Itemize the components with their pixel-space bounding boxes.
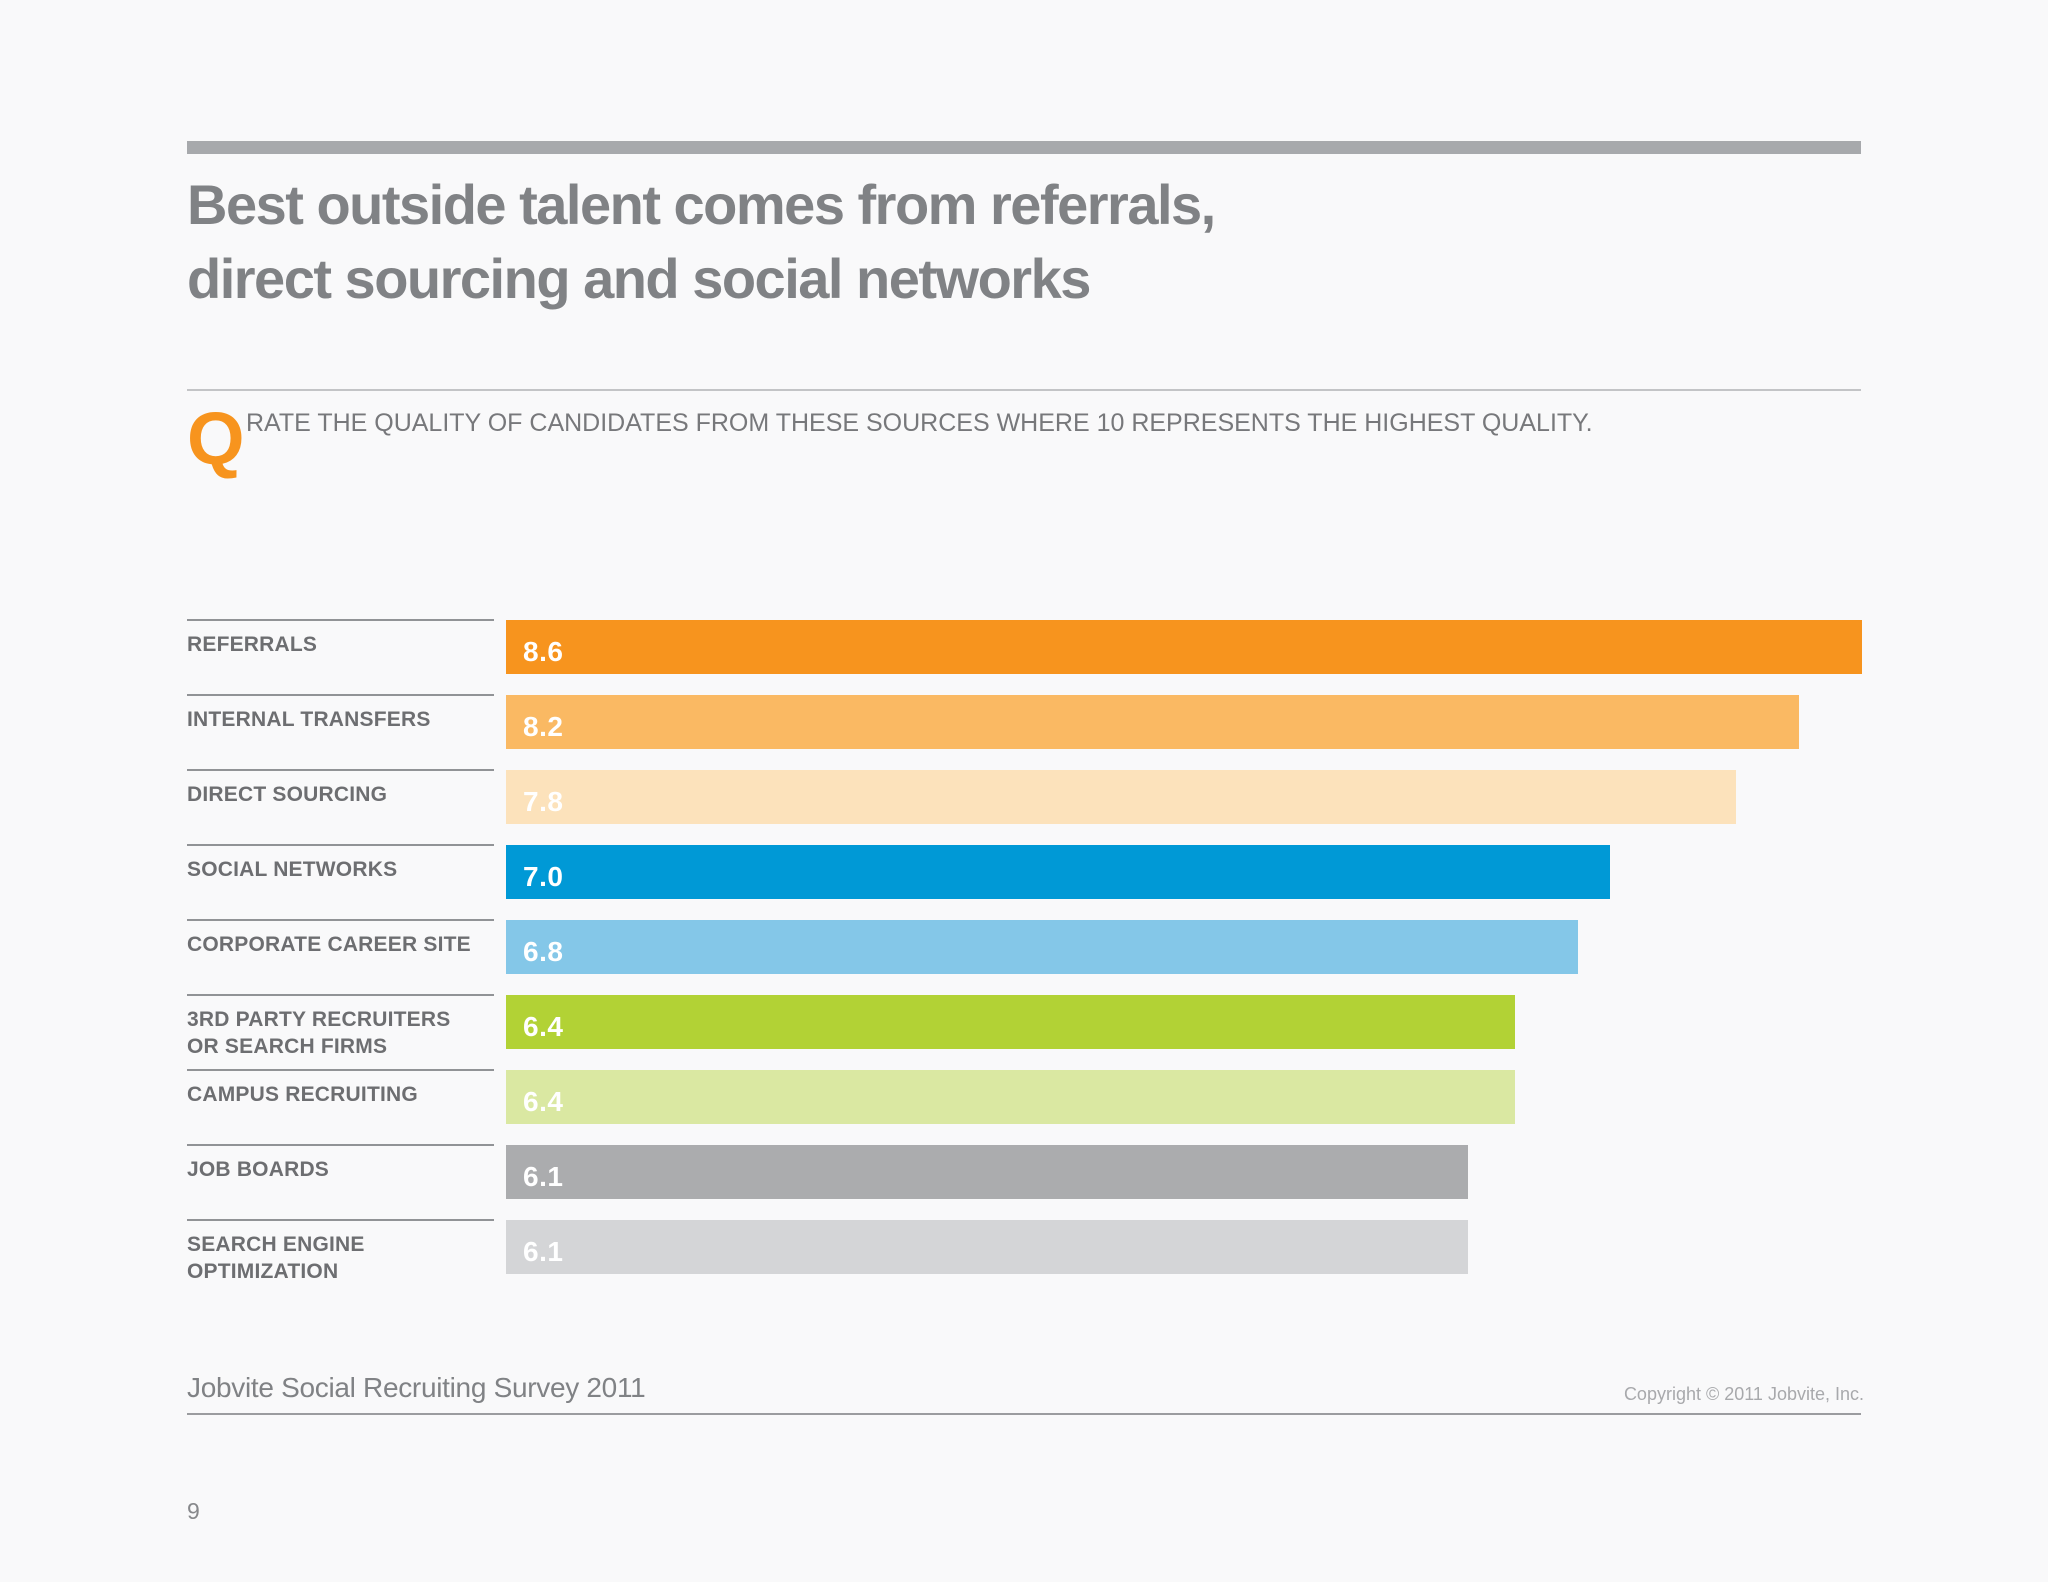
category-label: INTERNAL TRANSFERS [187, 708, 431, 731]
row-separator-line [187, 994, 494, 996]
category-label: CAMPUS RECRUITING [187, 1083, 418, 1106]
value-bar: 6.1 [506, 1145, 1468, 1199]
footer-copyright-text: Copyright © 2011 Jobvite, Inc. [1623, 1384, 1864, 1404]
category-label: 3RD PARTY RECRUITERS OR SEARCH FIRMS [187, 1008, 451, 1058]
category-label: REFERRALS [187, 633, 318, 656]
row-separator-line [187, 844, 494, 846]
footer-divider-line [187, 1413, 1861, 1415]
row-separator-line [187, 619, 494, 621]
bar-value-label: 6.1 [523, 1236, 564, 1267]
chart-row: CAMPUS RECRUITING 6.4 [187, 1069, 1861, 1144]
page-number: 9 [187, 1498, 200, 1524]
page-title: Best outside talent comes from referrals… [187, 168, 1887, 316]
header-accent-bar [187, 141, 1861, 154]
bar-value-label: 6.1 [523, 1161, 564, 1192]
question-text: RATE THE QUALITY OF CANDIDATES FROM THES… [246, 409, 1593, 437]
bar-value-label: 7.8 [523, 786, 564, 817]
value-bar: 7.8 [506, 770, 1736, 824]
chart-row: SEARCH ENGINE OPTIMIZATION 6.1 [187, 1219, 1861, 1294]
row-separator-line [187, 919, 494, 921]
bar-value-label: 6.8 [523, 936, 564, 967]
question-marker: Q [187, 397, 245, 480]
value-bar: 8.2 [506, 695, 1799, 749]
bar-value-label: 8.6 [523, 636, 564, 667]
row-separator-line [187, 1069, 494, 1071]
chart-row: REFERRALS 8.6 [187, 619, 1862, 694]
footer-source-text: Jobvite Social Recruiting Survey 2011 [187, 1372, 646, 1403]
question-divider-line [187, 389, 1861, 391]
category-label: DIRECT SOURCING [187, 783, 388, 806]
title-line-2: direct sourcing and social networks [187, 247, 1091, 310]
row-separator-line [187, 1219, 494, 1221]
bar-value-label: 6.4 [523, 1086, 564, 1117]
category-label: SOCIAL NETWORKS [187, 858, 398, 881]
row-separator-line [187, 1144, 494, 1146]
bar-chart: REFERRALS 8.6 INTERNAL TRANSFERS 8.2 DIRECT … [187, 619, 1862, 1294]
value-bar: 7.0 [506, 845, 1610, 899]
category-label: CORPORATE CAREER SITE [187, 933, 471, 956]
chart-row: INTERNAL TRANSFERS 8.2 [187, 694, 1861, 769]
category-label: SEARCH ENGINE OPTIMIZATION [187, 1233, 365, 1283]
value-bar: 6.4 [506, 1070, 1515, 1124]
row-separator-line [187, 694, 494, 696]
bar-value-label: 6.4 [523, 1011, 564, 1042]
bar-value-label: 7.0 [523, 861, 564, 892]
bar-value-label: 8.2 [523, 711, 564, 742]
row-separator-line [187, 769, 494, 771]
value-bar: 6.4 [506, 995, 1515, 1049]
value-bar: 8.6 [506, 620, 1862, 674]
chart-row: CORPORATE CAREER SITE 6.8 [187, 919, 1861, 994]
chart-row: JOB BOARDS 6.1 [187, 1144, 1861, 1219]
category-label: JOB BOARDS [187, 1158, 330, 1181]
chart-row: 3RD PARTY RECRUITERS OR SEARCH FIRMS 6.4 [187, 994, 1861, 1069]
title-line-1: Best outside talent comes from referrals… [187, 173, 1216, 236]
value-bar: 6.8 [506, 920, 1578, 974]
chart-row: DIRECT SOURCING 7.8 [187, 769, 1861, 844]
value-bar: 6.1 [506, 1220, 1468, 1274]
chart-row: SOCIAL NETWORKS 7.0 [187, 844, 1861, 919]
